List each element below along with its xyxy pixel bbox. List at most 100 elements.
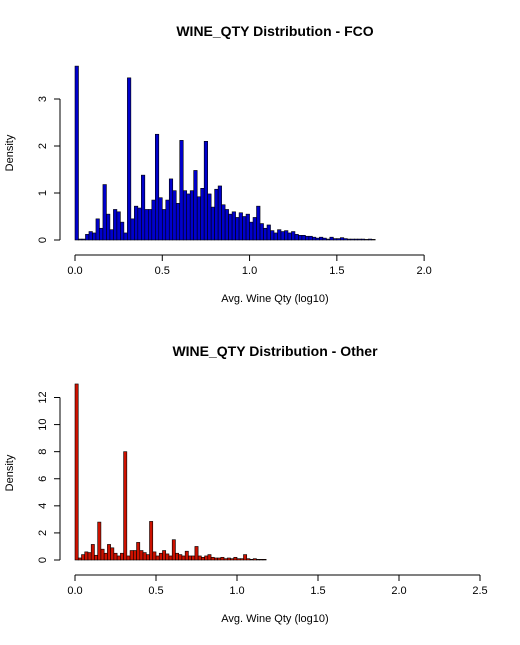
histogram-bar xyxy=(217,557,222,561)
histogram-bar xyxy=(294,234,299,241)
histogram-bar xyxy=(259,559,264,561)
x-tick-label: 0.5 xyxy=(148,585,163,597)
histogram-bar xyxy=(221,204,226,241)
y-axis: 0 1 2 3 xyxy=(37,96,61,243)
histogram-bar xyxy=(301,235,306,241)
y-tick-label: 3 xyxy=(37,96,49,102)
y-tick-label: 12 xyxy=(37,391,49,403)
histogram-bar xyxy=(193,170,198,241)
histogram-bar xyxy=(236,558,241,561)
histogram-bar xyxy=(120,552,124,561)
histogram-bar xyxy=(186,193,191,241)
histogram-bar xyxy=(259,223,264,241)
histogram-bar xyxy=(100,548,105,561)
histogram-bar xyxy=(207,193,212,241)
histogram-bar xyxy=(175,552,179,561)
histogram-bar xyxy=(84,551,89,561)
histogram-bar xyxy=(266,224,271,241)
histogram-bar xyxy=(214,557,218,561)
histogram-bar xyxy=(371,239,376,241)
histogram-bar xyxy=(136,542,141,561)
histogram-bar xyxy=(87,552,92,561)
histogram-bar xyxy=(238,212,243,241)
histogram-bar xyxy=(78,238,83,241)
histogram-bar xyxy=(130,218,135,241)
x-tick-label: 0.0 xyxy=(67,265,82,277)
histogram-bar xyxy=(123,232,128,241)
histogram-bar xyxy=(189,190,195,241)
histogram-bar xyxy=(165,199,170,241)
histogram-bar xyxy=(155,555,160,561)
histogram-bar xyxy=(201,556,205,561)
histogram-bar xyxy=(134,205,139,241)
histogram-bar xyxy=(291,231,296,241)
histogram-bar xyxy=(179,140,184,241)
chart-title: WINE_QTY Distribution - FCO xyxy=(176,23,373,39)
histogram-bar xyxy=(357,238,362,241)
histogram-bar xyxy=(103,552,108,561)
histogram-bar xyxy=(305,235,310,241)
chart-title: WINE_QTY Distribution - Other xyxy=(172,343,378,359)
histogram-bar xyxy=(94,554,98,561)
histogram-bar xyxy=(141,174,146,241)
histogram-bar xyxy=(228,213,233,241)
histogram-bar xyxy=(113,552,118,561)
histogram-bar xyxy=(120,221,125,241)
histogram-bar xyxy=(235,217,240,241)
histogram-bar xyxy=(148,209,153,241)
histogram-bar xyxy=(74,383,79,561)
histogram-bar xyxy=(74,65,79,241)
histogram-bar xyxy=(81,554,86,561)
x-tick-label: 2.5 xyxy=(472,585,487,597)
histogram-bar xyxy=(353,238,359,241)
histogram-bar xyxy=(246,558,251,561)
histogram-bar xyxy=(210,206,215,241)
histogram-bar xyxy=(263,227,268,241)
histogram-bar xyxy=(270,230,275,241)
histogram-bar xyxy=(245,213,250,241)
histogram-bar xyxy=(249,221,254,241)
histogram-bar xyxy=(233,556,238,561)
histogram-bar xyxy=(137,207,142,241)
histogram-bar xyxy=(152,551,157,561)
x-tick-label: 1.5 xyxy=(329,265,344,277)
histogram-bar xyxy=(158,197,163,241)
y-tick-label: 4 xyxy=(37,503,49,509)
histogram-bar xyxy=(243,554,248,561)
histogram-bar xyxy=(360,238,366,241)
histogram-bar xyxy=(326,238,331,241)
x-tick-label: 1.5 xyxy=(310,585,325,597)
y-tick-label: 6 xyxy=(37,476,49,482)
histogram-bar xyxy=(262,559,267,561)
y-tick-label: 2 xyxy=(37,530,49,536)
histogram-bar xyxy=(162,550,167,561)
histogram-bar xyxy=(90,544,95,561)
histogram-bar xyxy=(226,557,231,561)
histogram-bar xyxy=(102,184,107,241)
histogram-bar xyxy=(312,236,317,241)
histogram-bar xyxy=(126,555,131,561)
histogram-bar xyxy=(273,232,278,241)
x-axis: 0.0 0.5 1.0 1.5 2.0 2.5 xyxy=(67,574,488,597)
x-tick-label: 1.0 xyxy=(229,585,244,597)
histogram-bar xyxy=(231,211,236,241)
histogram-bar xyxy=(188,555,192,561)
histogram-bar xyxy=(277,229,282,241)
histogram-bar xyxy=(88,231,93,241)
histogram-bar xyxy=(197,555,202,561)
histogram-bar xyxy=(203,141,208,241)
histogram-bar xyxy=(319,236,324,241)
x-tick-label: 0.0 xyxy=(67,585,82,597)
histogram-bar xyxy=(92,232,97,241)
histogram-bar xyxy=(194,546,199,561)
histogram-bar xyxy=(123,451,128,561)
histogram-bar xyxy=(184,550,189,561)
histogram-bar xyxy=(155,133,160,241)
histogram-bar xyxy=(210,556,215,561)
histogram-bar xyxy=(142,552,147,561)
histogram-bar xyxy=(191,555,196,561)
histogram-bar xyxy=(106,213,111,241)
y-axis-title: Density xyxy=(4,454,16,491)
histogram-bar xyxy=(298,235,303,241)
